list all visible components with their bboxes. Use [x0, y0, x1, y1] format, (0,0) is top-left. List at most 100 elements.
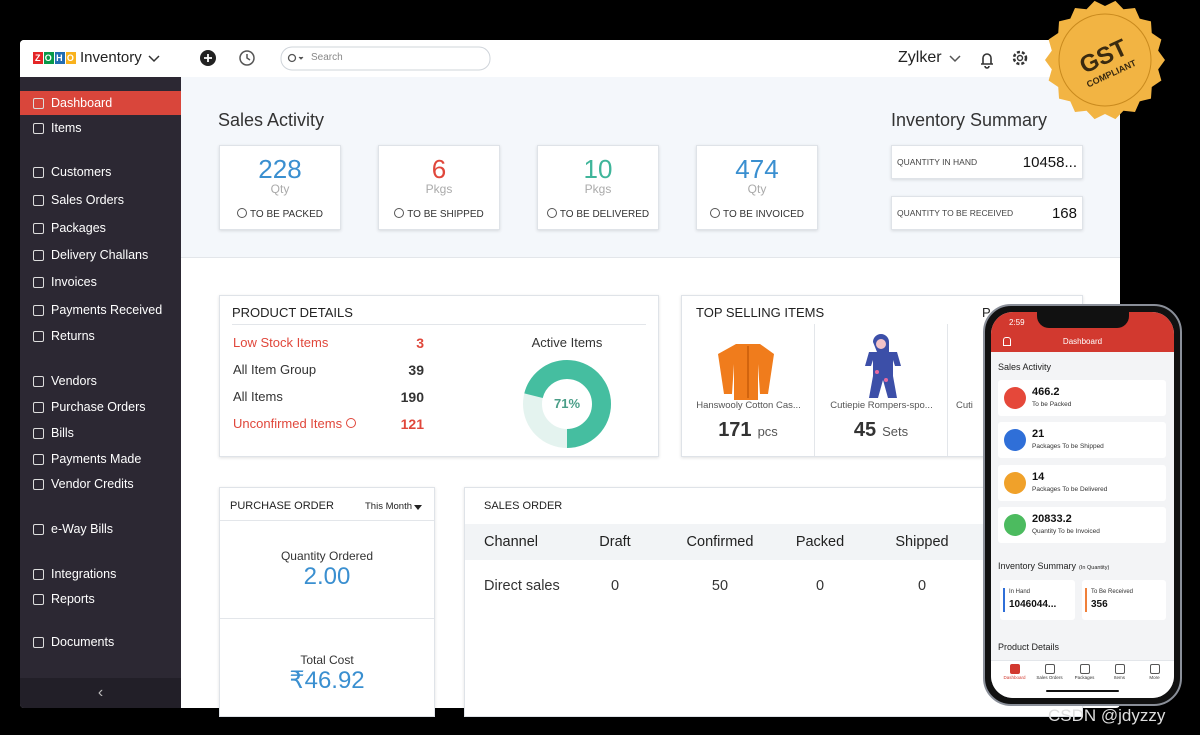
panel-title: PURCHASE ORDER — [230, 500, 334, 512]
status-icon — [710, 208, 721, 218]
activity-value: 228 — [258, 154, 302, 184]
phone-summary-accent — [1085, 588, 1087, 612]
detail-value: 190 — [400, 389, 424, 405]
sidebar-item[interactable]: Payments Made — [51, 451, 142, 466]
sidebar-item[interactable]: e-Way Bills — [51, 521, 114, 536]
sidebar-item[interactable]: Integrations — [51, 566, 117, 581]
item-unit: pcs — [757, 424, 778, 439]
sidebar-icon — [33, 637, 44, 648]
phone-tab[interactable]: More — [1149, 675, 1160, 680]
phone-card-value: 21 — [1032, 428, 1045, 441]
phone-card[interactable]: 14 Packages To be Delivered — [998, 464, 1166, 501]
activity-card[interactable]: 6 Pkgs TO BE SHIPPED — [378, 145, 500, 230]
logo-block — [44, 52, 54, 64]
item-name: Cutiepie Rompers-spo... — [830, 400, 933, 411]
sidebar-item[interactable]: Customers — [51, 164, 112, 179]
activity-card[interactable]: 10 Pkgs TO BE DELIVERED — [537, 145, 659, 230]
sidebar-icon — [33, 594, 44, 605]
donut-label: 71% — [553, 396, 581, 411]
top-item[interactable]: Cutiepie Rompers-spo... 45 Sets — [815, 324, 948, 456]
phone-tab[interactable]: Sales Orders — [1036, 675, 1063, 680]
table-cell: Direct sales — [484, 578, 560, 594]
donut-arc — [523, 360, 611, 448]
settings-icon — [1016, 54, 1024, 62]
phone-card-value: 20833.2 — [1032, 512, 1072, 525]
badge-ring — [1058, 13, 1152, 107]
history-button[interactable] — [239, 50, 255, 66]
product-details-panel: PRODUCT DETAILS Low Stock Items 3 All Item … — [219, 295, 659, 457]
sidebar-icon — [33, 167, 44, 178]
sidebar-icon — [33, 98, 44, 109]
phone-summary-label: To Be Received — [1091, 589, 1134, 595]
activity-label: TO BE PACKED — [220, 208, 340, 221]
sidebar-item[interactable]: Packages — [51, 220, 106, 235]
phone-home-indicator — [1046, 690, 1119, 692]
item-qty-line: 171 pcs — [682, 419, 814, 442]
sidebar-item[interactable]: Purchase Orders — [51, 399, 146, 414]
sidebar-collapse-bar[interactable]: ‹ — [20, 678, 181, 708]
settings-button[interactable] — [1012, 50, 1028, 66]
sidebar-item[interactable]: Documents — [51, 634, 115, 649]
activity-value: 474 — [735, 154, 779, 184]
panel-divider — [232, 324, 646, 325]
sidebar-icon — [33, 331, 44, 342]
phone-tab-icon — [1150, 664, 1160, 674]
panel-divider — [220, 618, 434, 619]
activity-card[interactable]: 474 Qty TO BE INVOICED — [696, 145, 818, 230]
sidebar-icon — [33, 454, 44, 465]
sidebar-item[interactable]: Invoices — [51, 274, 97, 289]
activity-unit: Pkgs — [425, 182, 453, 196]
phone-tab[interactable]: Packages — [1074, 675, 1095, 680]
logo-block — [55, 52, 65, 64]
dropdown-caret — [414, 505, 422, 510]
phone-summary-note: (In Quantity) — [1079, 565, 1110, 571]
sidebar-icon — [33, 195, 44, 206]
logo-block — [66, 52, 76, 64]
period-select[interactable]: This Month — [365, 501, 412, 512]
add-icon — [204, 54, 212, 62]
po-value: 2.00 — [303, 563, 351, 590]
item-qty: 171 — [718, 419, 752, 441]
phone-summary-value: 356 — [1091, 599, 1108, 610]
sidebar-item[interactable]: Dashboard — [51, 95, 113, 110]
phone-tab-icon — [1010, 664, 1020, 674]
sidebar-item[interactable]: Bills — [51, 425, 74, 440]
alert-icon — [346, 418, 357, 428]
detail-label: Unconfirmed Items — [233, 416, 357, 432]
phone-card-label: Quantity To be Invoiced — [1032, 527, 1100, 535]
phone-time: 2:59 — [1009, 318, 1025, 327]
panel-title: TOP SELLING ITEMS — [696, 305, 825, 320]
phone-summary-title: Inventory Summary — [998, 561, 1077, 571]
phone-bell — [1003, 337, 1011, 346]
section-title: Inventory Summary — [891, 110, 1048, 131]
sidebar-icon — [33, 569, 44, 580]
sidebar-item[interactable]: Items — [51, 120, 82, 135]
sidebar-icon — [33, 376, 44, 387]
table-header: Channel — [484, 534, 539, 550]
sidebar-icon — [33, 277, 44, 288]
sidebar-item[interactable]: Sales Orders — [51, 192, 124, 207]
table-header: Draft — [599, 534, 631, 550]
bell-button[interactable] — [981, 53, 993, 69]
item-name: Cuti — [956, 400, 973, 411]
table-cell: 0 — [917, 578, 927, 594]
top-item[interactable]: Hanswooly Cotton Cas... 171 pcs — [682, 324, 815, 456]
sidebar-item[interactable]: Reports — [51, 591, 95, 606]
sidebar-item[interactable]: Vendors — [51, 373, 97, 388]
detail-value: 39 — [408, 362, 424, 378]
search-box[interactable] — [280, 46, 491, 71]
sidebar-item[interactable]: Payments Received — [51, 302, 163, 317]
phone-tab[interactable]: Dashboard — [1003, 675, 1026, 680]
status-icon — [546, 208, 557, 218]
activity-label: TO BE INVOICED — [697, 208, 817, 221]
phone-card[interactable]: 21 Packages To be Shipped — [998, 422, 1166, 459]
sidebar-item[interactable]: Vendor Credits — [51, 476, 134, 491]
phone-card[interactable]: 20833.2 Quantity To be Invoiced — [998, 506, 1166, 543]
period-select[interactable]: P — [982, 305, 991, 320]
phone-tab[interactable]: Items — [1113, 675, 1125, 680]
history-icon — [246, 54, 251, 61]
activity-card[interactable]: 228 Qty TO BE PACKED — [219, 145, 341, 230]
sidebar-item[interactable]: Returns — [51, 328, 95, 343]
sidebar-item[interactable]: Delivery Challans — [51, 247, 149, 262]
phone-card[interactable]: 466.2 To be Packed — [998, 380, 1166, 416]
